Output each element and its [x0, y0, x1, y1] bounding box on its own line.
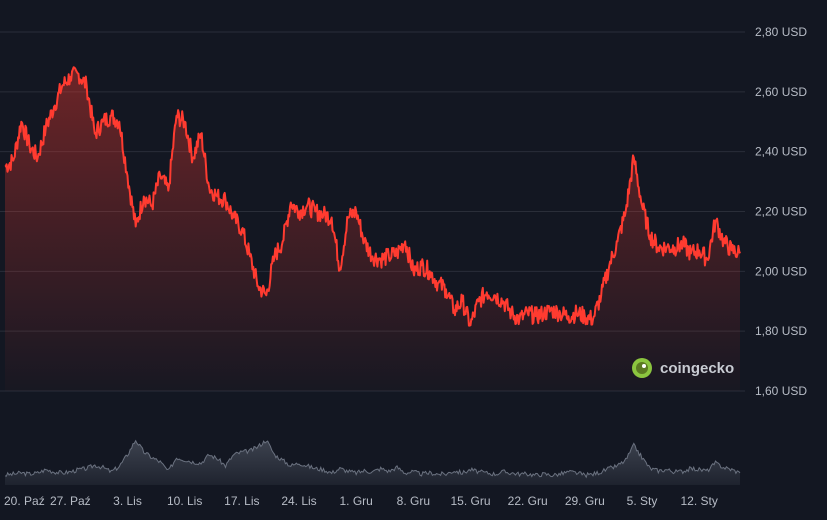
price-area [4, 66, 741, 392]
x-tick-label: 10. Lis [167, 494, 202, 508]
x-axis: 20. Paź 27. Paź 3. Lis 10. Lis 17. Lis 24. Li… [4, 494, 718, 508]
x-tick-label: 24. Lis [281, 494, 316, 508]
y-tick-label: 1,60 USD [755, 384, 807, 398]
y-tick-label: 2,40 USD [755, 145, 807, 159]
x-tick-label: 15. Gru [450, 494, 490, 508]
x-tick-label: 17. Lis [224, 494, 259, 508]
x-tick-label: 8. Gru [397, 494, 430, 508]
volume-area [4, 439, 741, 485]
gecko-logo-eye [642, 364, 646, 368]
coingecko-watermark: coingecko [632, 358, 734, 378]
y-tick-label: 2,00 USD [755, 264, 807, 278]
y-axis: 2,80 USD 2,60 USD 2,40 USD 2,20 USD 2,00 USD… [755, 25, 807, 398]
gecko-logo-inner [636, 362, 648, 374]
price-line [4, 66, 741, 327]
x-tick-label: 22. Gru [508, 494, 548, 508]
volume-fill [5, 440, 740, 485]
x-tick-label: 27. Paź [50, 494, 91, 508]
x-tick-label: 5. Sty [627, 494, 658, 508]
x-tick-label: 3. Lis [113, 494, 142, 508]
y-tick-label: 2,20 USD [755, 205, 807, 219]
y-tick-label: 2,60 USD [755, 85, 807, 99]
y-tick-label: 1,80 USD [755, 324, 807, 338]
x-tick-label: 1. Gru [339, 494, 372, 508]
y-tick-label: 2,80 USD [755, 25, 807, 39]
volume-line [4, 439, 741, 479]
x-tick-label: 12. Sty [680, 494, 717, 508]
x-tick-label: 20. Paź [4, 494, 45, 508]
watermark-text: coingecko [660, 360, 734, 377]
x-tick-label: 29. Gru [565, 494, 605, 508]
price-area-fill [5, 67, 740, 392]
